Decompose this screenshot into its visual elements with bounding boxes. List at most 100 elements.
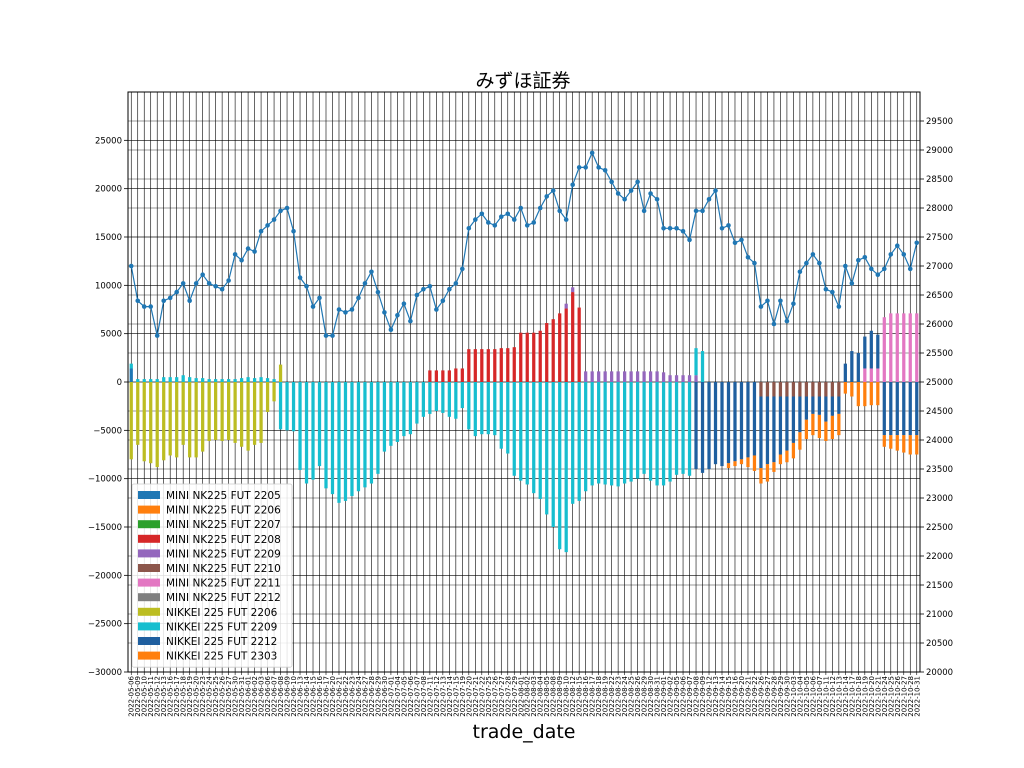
bar-segment [915, 435, 919, 455]
price-point [687, 237, 692, 243]
price-point [297, 275, 303, 280]
x-tick-label: 2022-06-08 [277, 676, 285, 717]
y2-tick-label: 22500 [926, 523, 953, 533]
price-point [498, 214, 504, 219]
bar-segment [252, 378, 257, 382]
bar-segment [434, 382, 438, 411]
bar-segment [635, 382, 640, 479]
price-point [576, 165, 582, 170]
bar-segment [577, 382, 581, 501]
bar-segment [356, 382, 361, 492]
x-tick-label: 2022-07-28 [504, 676, 512, 717]
price-point [193, 281, 199, 286]
x-tick-label: 2022-06-09 [284, 676, 292, 717]
x-tick-label: 2022-10-06 [809, 675, 817, 716]
legend-swatch [138, 520, 160, 529]
price-point [349, 307, 355, 312]
bar-segment [895, 382, 899, 436]
bar-segment [246, 382, 250, 451]
y2-tick-label: 28000 [926, 204, 953, 214]
y2-tick-label: 27000 [926, 262, 953, 272]
bar-segment [765, 396, 770, 465]
x-tick-label: 2022-05-26 [219, 675, 227, 716]
x-tick-label: 2022-08-02 [524, 676, 532, 717]
bar-segment [246, 377, 250, 382]
legend-label: MINI NK225 FUT 2205 [166, 490, 281, 502]
price-point [330, 333, 335, 338]
x-tick-label: 2022-10-18 [855, 676, 863, 717]
bar-segment [739, 459, 744, 465]
x-tick-label: 2022-08-26 [634, 675, 642, 716]
bar-segment [519, 332, 523, 382]
bar-segment [889, 382, 893, 436]
x-tick-label: 2022-06-06 [264, 675, 272, 716]
y-tick-label: 0 [117, 378, 122, 388]
bar-segment [752, 382, 757, 456]
x-tick-label: 2022-09-09 [699, 676, 707, 717]
bar-segment [207, 382, 211, 441]
price-point [596, 165, 601, 170]
price-point [291, 228, 296, 234]
x-tick-label: 2022-06-28 [368, 676, 376, 717]
bar-segment [674, 382, 679, 475]
price-point [343, 310, 348, 315]
bar-segment [798, 432, 802, 450]
price-point [226, 278, 231, 283]
bar-segment [785, 382, 789, 397]
price-point [213, 284, 218, 289]
bar-segment [220, 379, 224, 382]
price-point [310, 304, 316, 309]
x-tick-label: 2022-09-29 [777, 676, 785, 717]
x-tick-label: 2022-08-15 [576, 676, 584, 717]
x-tick-label: 2022-09-22 [751, 676, 759, 717]
x-tick-label: 2022-06-20 [329, 676, 337, 717]
bar-segment [908, 435, 912, 455]
price-point [622, 197, 627, 202]
x-tick-label: 2022-09-01 [660, 676, 668, 717]
price-point [907, 266, 913, 272]
bar-segment [811, 413, 815, 436]
price-point [693, 208, 699, 214]
bar-segment [772, 396, 776, 463]
bar-segment [136, 379, 140, 382]
bar-segment [571, 287, 575, 293]
x-tick-label: 2022-09-15 [725, 676, 733, 717]
y-tick-label: −20000 [88, 571, 122, 581]
bar-segment [590, 371, 594, 382]
price-point [154, 333, 160, 338]
bar-segment [441, 382, 445, 413]
bar-segment [532, 382, 536, 494]
x-tick-label: 2022-10-13 [835, 676, 843, 717]
bar-segment [694, 375, 698, 382]
y2-tick-label: 21500 [926, 581, 953, 591]
legend-label: NIKKEI 225 FUT 2206 [166, 607, 278, 619]
price-point [174, 289, 179, 295]
bar-segment [278, 382, 283, 430]
bar-segment [201, 382, 205, 452]
x-tick-label: 2022-10-26 [894, 675, 902, 716]
price-point [804, 260, 809, 266]
x-tick-label: 2022-05-16 [167, 675, 175, 716]
bar-segment [558, 382, 562, 550]
price-point [511, 217, 517, 222]
bar-segment [759, 396, 763, 469]
price-point [674, 226, 679, 231]
bar-segment [493, 382, 497, 436]
legend-label: MINI NK225 FUT 2211 [166, 578, 281, 590]
bar-segment [454, 368, 458, 382]
price-point [537, 205, 543, 211]
price-point [570, 182, 575, 188]
price-point [336, 307, 342, 312]
price-point [447, 286, 452, 292]
x-tick-label: 2022-08-22 [608, 676, 616, 717]
bar-segment [428, 370, 432, 382]
bar-segment [317, 382, 322, 467]
y2-tick-label: 20000 [926, 668, 953, 678]
chart-title: みずほ証券 [475, 70, 570, 92]
x-tick-label: 2022-09-13 [712, 676, 720, 717]
x-tick-label: 2022-06-24 [355, 675, 363, 716]
x-tick-label: 2022-09-30 [783, 676, 791, 717]
x-tick-label: 2022-08-10 [563, 676, 571, 717]
x-tick-label: 2022-09-26 [757, 675, 765, 716]
bar-segment [311, 382, 315, 480]
